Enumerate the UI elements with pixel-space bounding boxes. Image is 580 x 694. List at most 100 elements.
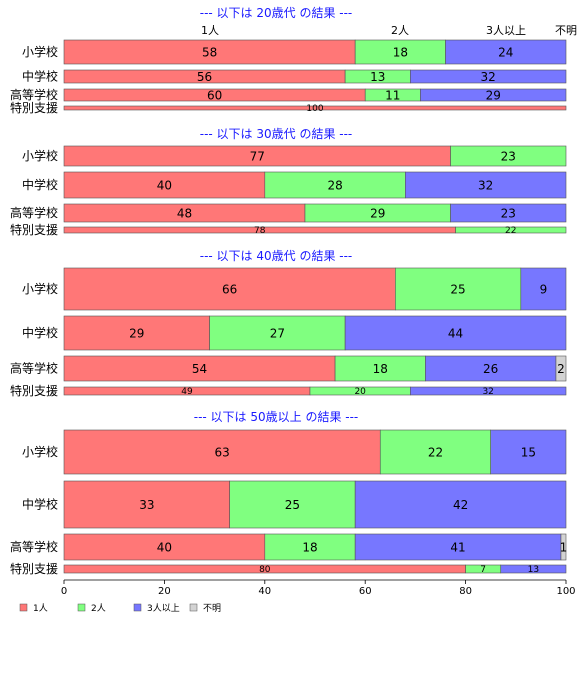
- data-label: 24: [498, 46, 513, 60]
- legend-label: 不明: [203, 603, 221, 614]
- data-label: 58: [202, 46, 217, 60]
- x-tick-label: 100: [556, 586, 575, 597]
- bar-segment: [63, 105, 567, 111]
- bar-segment: [490, 429, 567, 475]
- bar-segment: [420, 88, 567, 102]
- data-label: 44: [448, 327, 463, 341]
- column-header: 不明: [555, 24, 577, 37]
- legend-swatch: [19, 603, 28, 612]
- category-label: 中学校: [22, 325, 58, 340]
- column-header: 3人以上: [486, 24, 526, 37]
- category-label: 特別支援: [10, 222, 58, 237]
- bar-segment: [520, 267, 567, 311]
- data-label: 78: [254, 226, 266, 236]
- group-title: --- 以下は 20歳代 の結果 ---: [200, 6, 353, 20]
- group-title: --- 以下は 50歳以上 の結果 ---: [194, 410, 359, 424]
- bar-segment: [354, 480, 567, 529]
- data-label: 18: [373, 362, 388, 376]
- data-label: 20: [354, 387, 366, 397]
- data-label: 60: [207, 89, 222, 103]
- data-label: 32: [481, 70, 496, 84]
- bar-segment: [63, 267, 396, 311]
- legend-swatch: [189, 603, 198, 612]
- data-label: 33: [139, 498, 154, 512]
- bar-segment: [344, 315, 567, 351]
- bar-segment: [555, 355, 567, 382]
- bar-segment: [63, 315, 210, 351]
- x-tick-label: 20: [158, 586, 171, 597]
- data-label: 22: [505, 226, 516, 236]
- x-tick-label: 40: [258, 586, 271, 597]
- data-label: 42: [453, 498, 468, 512]
- bar-segment: [450, 203, 567, 223]
- bar-segment: [63, 480, 230, 529]
- bar-segment: [209, 315, 346, 351]
- data-label: 22: [428, 446, 443, 460]
- category-label: 中学校: [22, 177, 58, 192]
- data-label: 63: [214, 446, 229, 460]
- data-label: 40: [157, 541, 172, 555]
- legend-swatch: [77, 603, 86, 612]
- x-tick-label: 0: [61, 586, 67, 597]
- bar-segment: [445, 39, 567, 65]
- data-label: 29: [129, 327, 144, 341]
- bar-segment: [63, 171, 266, 199]
- bar-segment: [410, 69, 567, 84]
- data-label: 25: [450, 283, 465, 297]
- data-label: 11: [385, 89, 400, 103]
- data-label: 49: [181, 387, 193, 397]
- data-label: 23: [501, 207, 516, 221]
- bar-segment: [405, 171, 567, 199]
- category-label: 特別支援: [10, 383, 58, 398]
- data-label: 77: [250, 150, 265, 164]
- data-label: 54: [192, 362, 207, 376]
- data-label: 13: [370, 70, 385, 84]
- category-label: 中学校: [22, 497, 58, 512]
- bar-segment: [264, 171, 406, 199]
- data-label: 18: [393, 46, 408, 60]
- group-title: --- 以下は 40歳代 の結果 ---: [200, 249, 353, 263]
- legend-label: 3人以上: [147, 603, 180, 614]
- legend-label: 2人: [91, 603, 106, 614]
- category-label: 小学校: [22, 281, 58, 296]
- bar-segment: [354, 39, 446, 65]
- data-label: 48: [177, 207, 192, 221]
- data-label: 9: [540, 283, 548, 297]
- bar-segment: [425, 355, 557, 382]
- data-label: 100: [306, 104, 323, 114]
- data-label: 2: [557, 362, 565, 376]
- x-tick-label: 80: [459, 586, 472, 597]
- data-label: 13: [528, 565, 539, 575]
- data-label: 27: [270, 327, 285, 341]
- data-label: 18: [302, 541, 317, 555]
- bar-segment: [379, 429, 492, 475]
- bar-segment: [410, 386, 567, 396]
- data-label: 80: [259, 565, 271, 575]
- x-tick-label: 60: [359, 586, 372, 597]
- data-label: 40: [157, 179, 172, 193]
- data-label: 23: [501, 150, 516, 164]
- data-label: 56: [197, 70, 212, 84]
- bar-segment: [63, 429, 381, 475]
- category-label: 小学校: [22, 44, 58, 59]
- bar-segment: [395, 267, 522, 311]
- column-header: 1人: [201, 24, 219, 37]
- legend-label: 1人: [33, 603, 48, 614]
- data-label: 7: [480, 565, 486, 575]
- bar-segment: [63, 39, 356, 65]
- category-label: 高等学校: [10, 205, 58, 220]
- category-label: 小学校: [22, 148, 58, 163]
- category-label: 高等学校: [10, 361, 58, 376]
- category-label: 特別支援: [10, 561, 58, 576]
- data-label: 32: [482, 387, 493, 397]
- bar-segment: [334, 355, 426, 382]
- bar-segment: [560, 533, 567, 561]
- category-label: 小学校: [22, 444, 58, 459]
- category-label: 特別支援: [10, 100, 58, 115]
- bar-segment: [450, 145, 567, 167]
- category-label: 高等学校: [10, 87, 58, 102]
- bar-segment: [63, 533, 266, 561]
- data-label: 29: [486, 89, 501, 103]
- bar-segment: [500, 564, 567, 574]
